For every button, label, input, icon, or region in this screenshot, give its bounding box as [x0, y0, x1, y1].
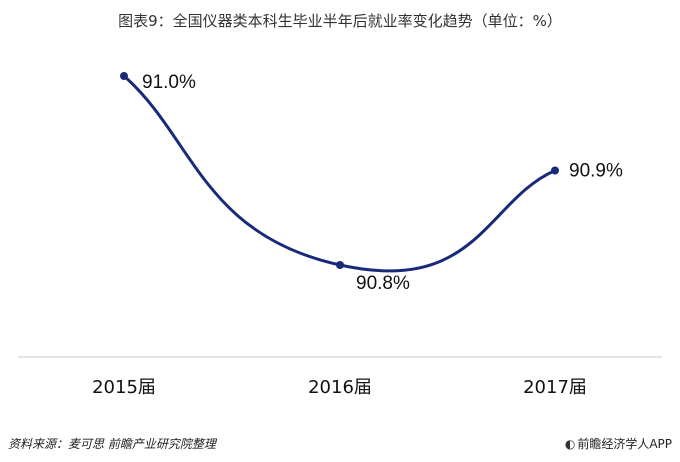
data-point: [120, 72, 128, 80]
x-tick-label: 2017届: [523, 377, 587, 398]
brand-label: ◐ 前瞻经济学人APP: [565, 435, 672, 452]
data-label: 90.9%: [569, 161, 623, 182]
data-labels: 91.0% 90.8% 90.9%: [142, 72, 623, 294]
x-tick-labels: 2015届 2016届 2017届: [92, 377, 587, 398]
chart-title: 图表9：全国仪器类本科生毕业半年后就业率变化趋势（单位：%）: [118, 12, 562, 30]
data-point: [336, 261, 344, 269]
x-tick-label: 2016届: [308, 377, 372, 398]
data-point: [551, 166, 559, 175]
series-line: [123, 74, 556, 273]
data-label: 91.0%: [142, 72, 196, 93]
x-tick-label: 2015届: [92, 377, 156, 398]
data-points: [120, 72, 559, 269]
data-label: 90.8%: [356, 273, 410, 294]
source-note: 资料来源：麦可思 前瞻产业研究院整理: [8, 437, 216, 451]
brand-logo-icon: ◐: [564, 437, 576, 451]
brand-text: 前瞻经济学人APP: [577, 437, 672, 451]
